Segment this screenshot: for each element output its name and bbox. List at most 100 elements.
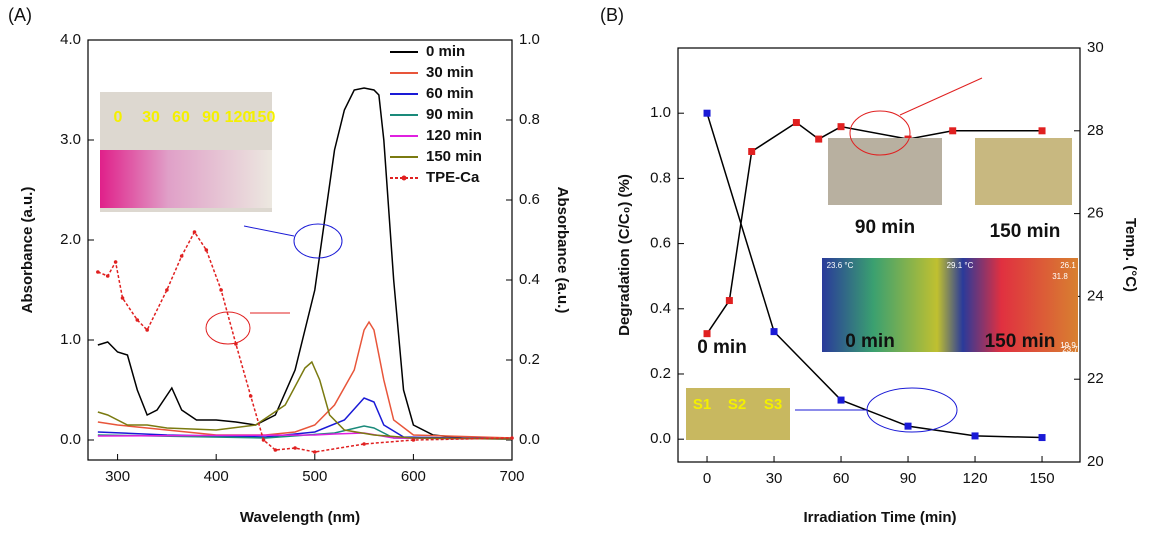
photo xyxy=(828,138,942,205)
title: (B) xyxy=(600,5,624,25)
y2-tick-label: 0.2 xyxy=(519,351,540,368)
photo xyxy=(686,388,790,440)
point xyxy=(113,260,118,264)
inset-label: 26.1 xyxy=(1060,261,1076,270)
inset-label: 60 xyxy=(172,109,190,126)
inset-label: 150 xyxy=(249,109,276,126)
series-line xyxy=(97,230,513,453)
marker-circle xyxy=(866,387,958,433)
inset-label: 23.7 xyxy=(1062,345,1078,354)
y-axis-label: Degradation (C/C₀) (%) xyxy=(616,174,633,336)
plot-frame xyxy=(677,47,1081,463)
thermal-photo xyxy=(822,258,1078,352)
inset-label: 90 xyxy=(202,109,220,126)
y-tick-label: 0.2 xyxy=(650,365,671,382)
inset-label: 30 xyxy=(142,109,160,126)
x-tick-label: 60 xyxy=(833,470,850,487)
legend-marker xyxy=(401,175,407,181)
inset-label: 23.6 °C xyxy=(827,261,854,270)
y-tick-label: 0.0 xyxy=(650,430,671,447)
point xyxy=(312,450,317,454)
y-tick-label: 4.0 xyxy=(60,31,81,48)
inset-label: 19.9 xyxy=(1060,341,1076,350)
point xyxy=(105,274,110,278)
y-tick-label: 0.0 xyxy=(60,431,81,448)
point xyxy=(293,446,297,450)
marker-circle xyxy=(205,311,251,345)
panel-b: 0 30 60 90 120 150 0.0 0.2 0.4 0.6 0.8 1.0 20 22 24 26 2… xyxy=(600,5,1139,526)
x-tick-label: 300 xyxy=(105,468,130,485)
inset-label: S3 xyxy=(764,396,782,413)
y-tick-label: 1.0 xyxy=(650,104,671,121)
marker-circle xyxy=(293,223,343,259)
y2-tick-label: 28 xyxy=(1087,122,1104,139)
point xyxy=(411,438,416,442)
point xyxy=(770,328,778,336)
y2-tick-label: 0.4 xyxy=(519,271,540,288)
point xyxy=(837,123,845,131)
x-tick-label: 150 xyxy=(1030,470,1055,487)
legend-label: 60 min xyxy=(426,85,474,102)
point xyxy=(510,436,514,440)
y-tick-label: 0.4 xyxy=(650,300,671,317)
y2-axis-label: Temp. (°C) xyxy=(1122,218,1139,292)
point xyxy=(145,328,149,332)
y-tick-label: 3.0 xyxy=(60,131,81,148)
inset-label: S1 xyxy=(693,396,711,413)
point xyxy=(204,248,209,252)
series-line xyxy=(97,320,513,439)
plot-frame xyxy=(87,39,513,461)
point xyxy=(949,127,957,135)
point xyxy=(703,330,711,338)
legend-label: 120 min xyxy=(426,127,482,144)
y2-tick-label: 24 xyxy=(1087,287,1104,304)
point xyxy=(971,432,979,440)
y2-axis-label: Absorbance (a.u.) xyxy=(554,187,571,314)
y2-tick-label: 22 xyxy=(1087,370,1104,387)
series-line xyxy=(97,397,513,440)
point xyxy=(261,438,266,442)
arrow xyxy=(243,225,295,237)
x-tick-label: 90 xyxy=(900,470,917,487)
arrow xyxy=(899,77,983,116)
y-tick-label: 0.6 xyxy=(650,235,671,252)
point xyxy=(135,318,140,322)
y-tick-label: 1.0 xyxy=(60,331,81,348)
y2-tick-label: 0.0 xyxy=(519,431,540,448)
point xyxy=(1038,434,1046,442)
inset-label: 90 min xyxy=(855,217,915,238)
y-tick-label: 0.8 xyxy=(650,169,671,186)
legend-label: 0 min xyxy=(426,43,465,60)
series-line xyxy=(97,87,512,439)
y2-tick-label: 1.0 xyxy=(519,31,540,48)
point xyxy=(165,288,169,292)
x-axis-label: Wavelength (nm) xyxy=(240,509,360,526)
inset-label: 150 min xyxy=(990,221,1061,242)
point xyxy=(904,422,912,430)
point xyxy=(120,296,125,300)
inset-label: 120 xyxy=(225,109,252,126)
point xyxy=(248,394,253,398)
inset-label: 31.8 xyxy=(1052,272,1068,281)
marker-circle xyxy=(849,110,911,156)
y-axis-label: Absorbance (a.u.) xyxy=(19,187,36,314)
inset-label: 0 xyxy=(114,109,123,126)
insets xyxy=(100,77,1078,440)
y2-tick-label: 0.8 xyxy=(519,111,540,128)
y2-tick-label: 26 xyxy=(1087,205,1104,222)
x-tick-label: 0 xyxy=(703,470,711,487)
point xyxy=(192,230,197,234)
x-tick-label: 400 xyxy=(204,468,229,485)
x-tick-label: 30 xyxy=(766,470,783,487)
inset-label: 29.1 °C xyxy=(947,261,974,270)
point xyxy=(748,148,756,155)
point xyxy=(362,442,366,446)
x-axis-label: Irradiation Time (min) xyxy=(803,509,956,526)
x-tick-label: 500 xyxy=(302,468,327,485)
legend-label: 150 min xyxy=(426,148,482,165)
point xyxy=(179,254,184,258)
x-tick-label: 700 xyxy=(499,468,524,485)
point xyxy=(837,396,845,404)
y2-tick-label: 0.6 xyxy=(519,191,540,208)
